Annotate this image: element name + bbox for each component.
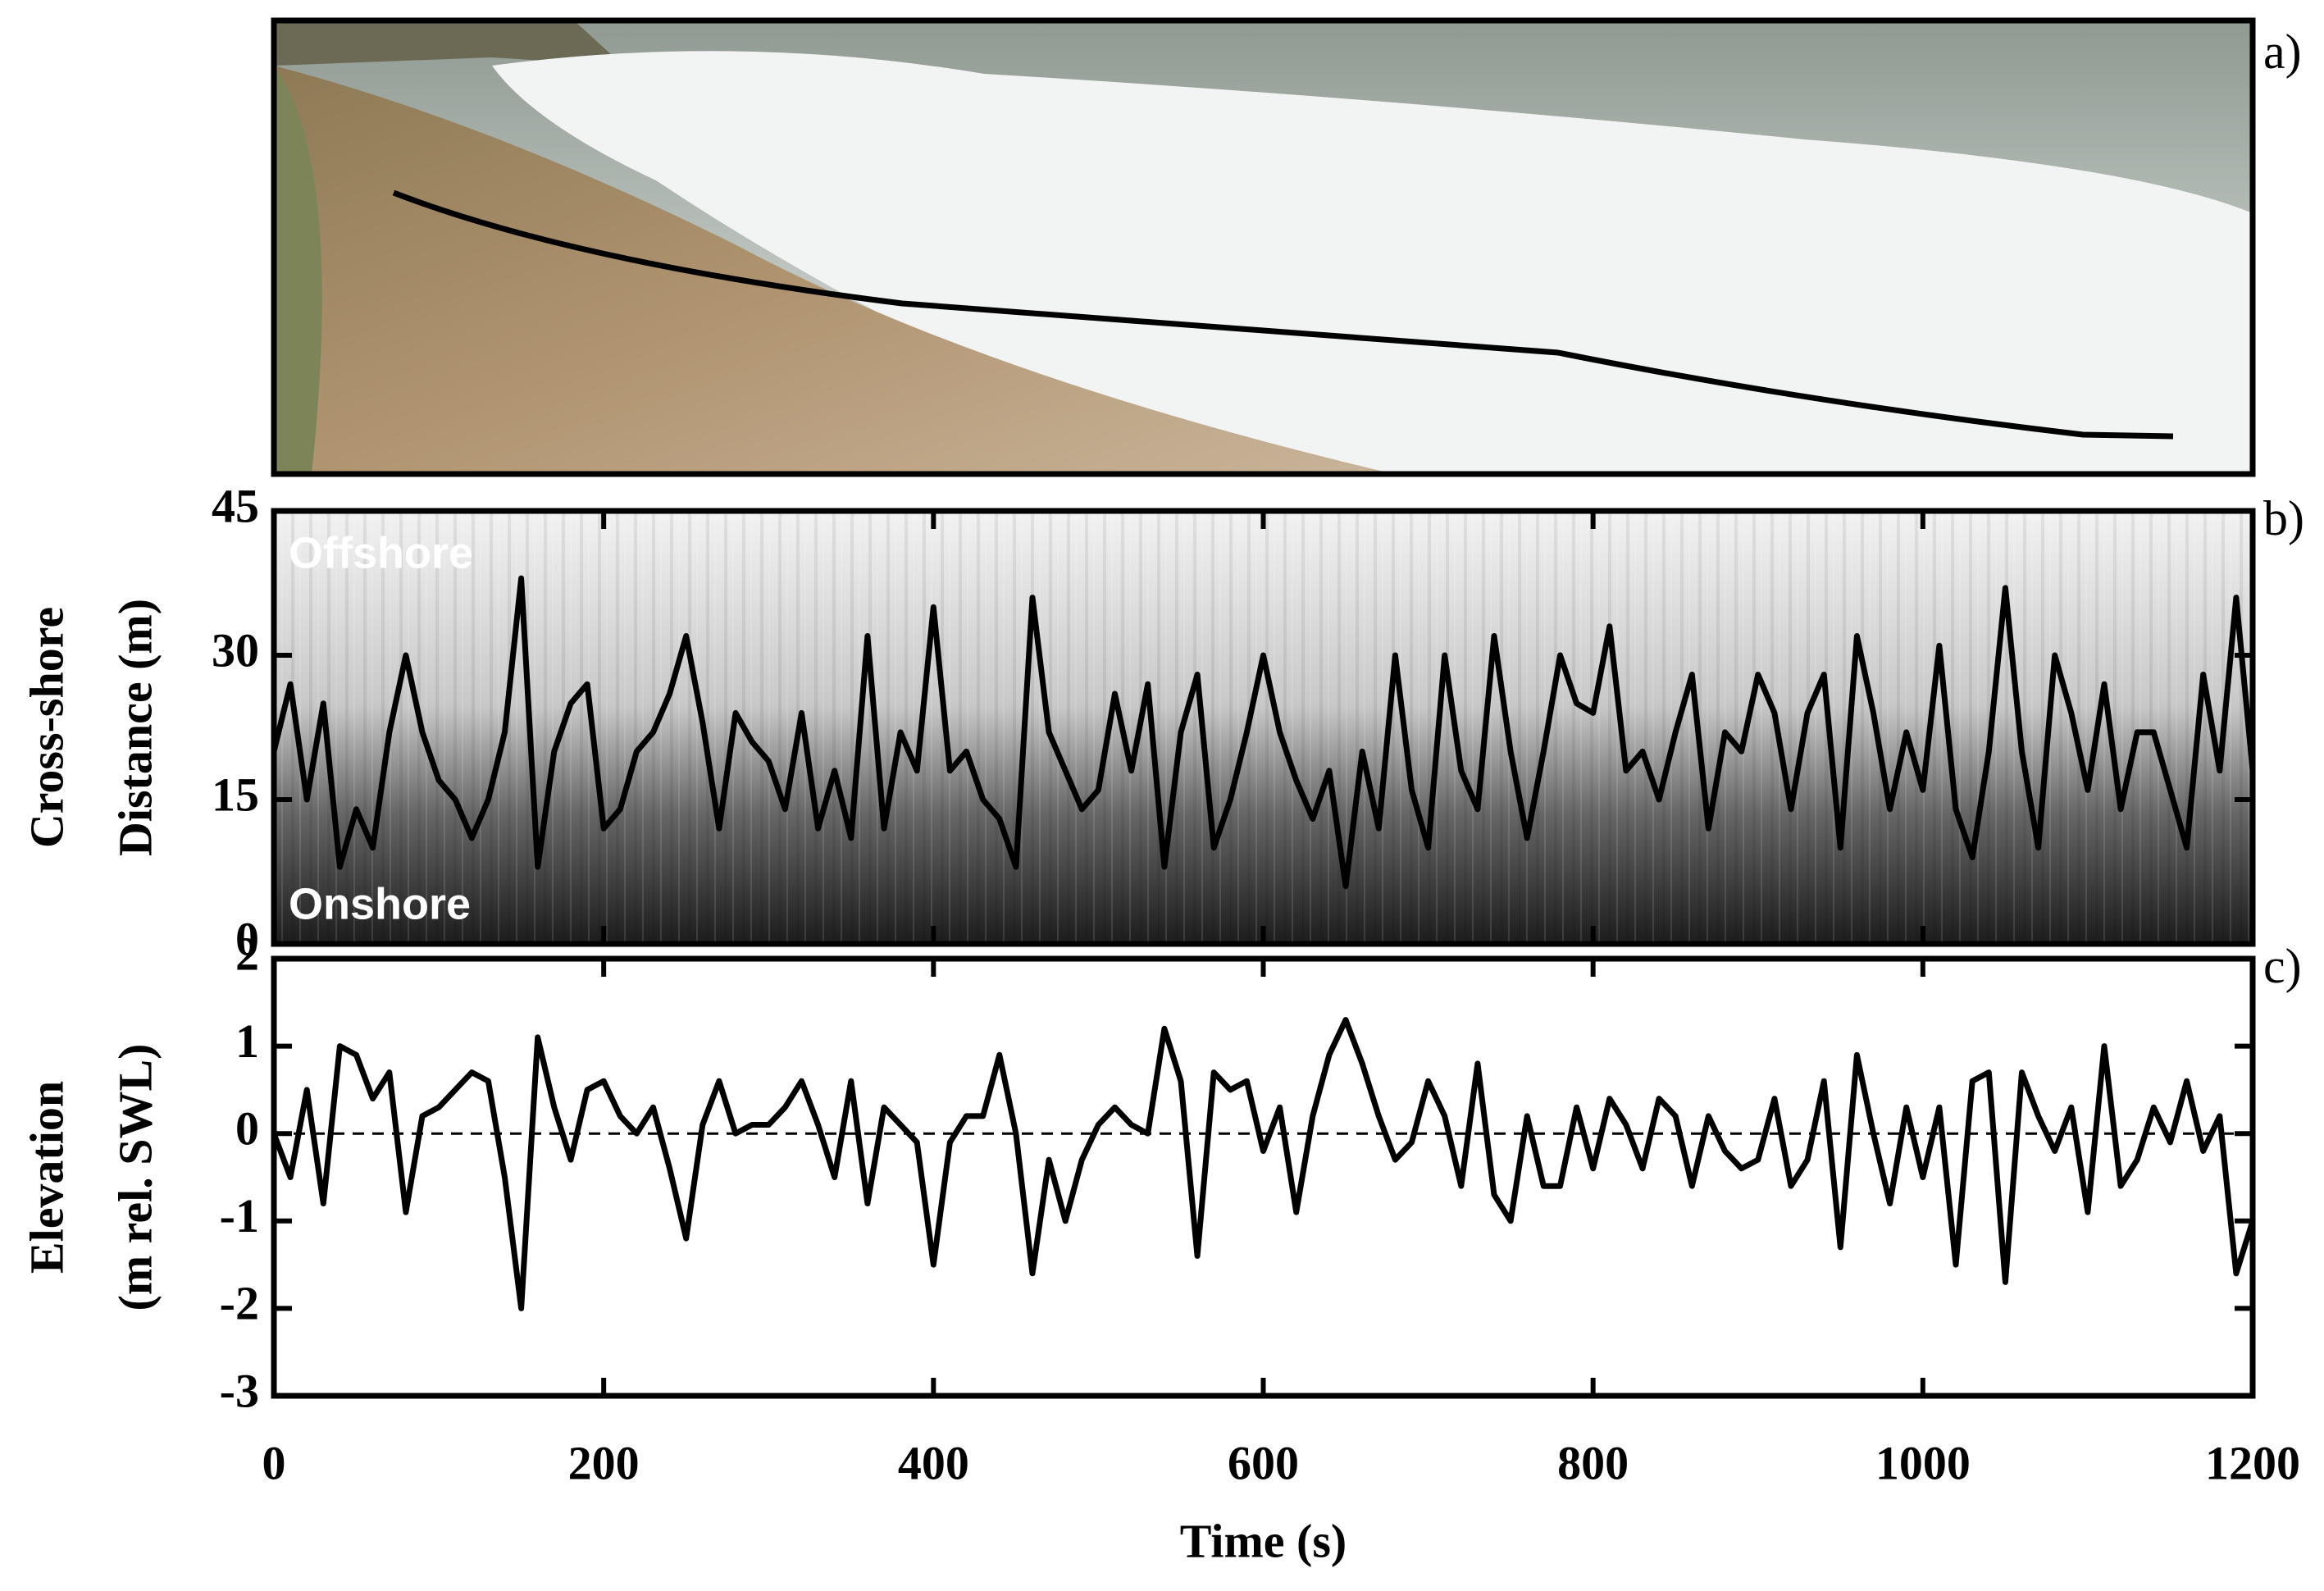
y-tick-label: 0 [235,1102,259,1156]
x-tick-label: 400 [898,1436,969,1489]
photo [271,17,2256,477]
x-tick-label: 1200 [2205,1436,2300,1489]
y-axis-label: Distance (m) [108,599,162,856]
y-axis-label: (m rel. SWL) [108,1044,162,1311]
x-tick-label: 200 [568,1436,640,1489]
x-tick-label: 0 [262,1436,286,1489]
plot-frame [271,955,2256,1399]
y-tick-label: 2 [235,927,259,980]
y-tick-label: -2 [220,1277,259,1330]
x-tick-label: 600 [1228,1436,1299,1489]
data-line [271,575,2256,890]
y-tick-label: -3 [220,1364,259,1417]
panel-label: c) [2263,939,2302,993]
data-line [271,1017,2256,1311]
y-tick-label: 15 [212,768,259,821]
timestack-texture [274,511,2253,944]
y-axis-label: Elevation [20,1081,73,1274]
x-tick-label: 800 [1557,1436,1629,1489]
annotation: Onshore [289,879,471,928]
x-axis-label: Time (s) [1180,1514,1347,1567]
x-tick-label: 1000 [1875,1436,1971,1489]
annotation: Offshore [289,528,473,577]
y-tick-label: -1 [220,1189,259,1242]
panel-label: a) [2263,25,2302,79]
y-tick-label: 45 [212,479,259,532]
y-tick-label: 0 [235,912,259,965]
panel-label: b) [2263,491,2304,545]
y-tick-label: 30 [212,623,259,677]
y-tick-label: 1 [235,1014,259,1068]
y-axis-label: Cross-shore [20,607,73,848]
